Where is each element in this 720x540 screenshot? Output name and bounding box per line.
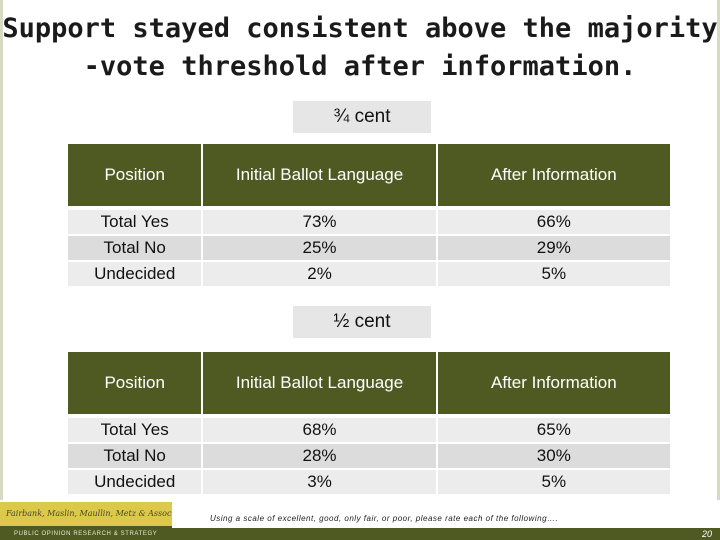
section-label-three-quarter-cent: ¾ cent (293, 101, 431, 133)
logo-tagline: PUBLIC OPINION RESEARCH & STRATEGY (14, 531, 158, 537)
table-row: Undecided 2% 5% (68, 260, 670, 286)
table-header-row: Position Initial Ballot Language After I… (68, 144, 670, 206)
header-initial-ballot-language: Initial Ballot Language (203, 144, 438, 206)
footnote: Using a scale of excellent, good, only f… (210, 514, 559, 523)
header-position: Position (68, 144, 204, 206)
header-initial-ballot-language: Initial Ballot Language (203, 352, 438, 414)
section-label-half-cent: ½ cent (293, 306, 431, 338)
row-label: Undecided (68, 260, 204, 286)
after-value: 5% (437, 260, 670, 286)
after-value: 30% (437, 442, 670, 468)
slide-title-line-1: Support stayed consistent above the majo… (2, 13, 718, 44)
row-label: Total No (68, 234, 204, 260)
row-label: Undecided (68, 468, 204, 494)
table-row: Undecided 3% 5% (68, 468, 670, 494)
row-label: Total Yes (68, 206, 204, 234)
table-header-row: Position Initial Ballot Language After I… (68, 352, 670, 414)
table-row: Total Yes 68% 65% (68, 414, 670, 442)
after-value: 65% (437, 414, 670, 442)
header-position: Position (68, 352, 204, 414)
logo-name: Fairbank, Maslin, Maullin, Metz & Associ… (0, 502, 172, 526)
page-number: 20 (701, 529, 712, 539)
table-row: Total No 25% 29% (68, 234, 670, 260)
table-row: Total No 28% 30% (68, 442, 670, 468)
results-table-half-cent: Position Initial Ballot Language After I… (68, 352, 670, 494)
slide-title: Support stayed consistent above the majo… (0, 10, 720, 86)
after-value: 29% (437, 234, 670, 260)
after-value: 66% (437, 206, 670, 234)
header-after-information: After Information (437, 144, 670, 206)
after-value: 5% (437, 468, 670, 494)
slide-title-line-2: -vote threshold after information. (83, 51, 637, 82)
row-label: Total No (68, 442, 204, 468)
initial-value: 3% (203, 468, 438, 494)
initial-value: 25% (203, 234, 438, 260)
initial-value: 68% (203, 414, 438, 442)
footer-bar (172, 528, 720, 540)
initial-value: 28% (203, 442, 438, 468)
initial-value: 2% (203, 260, 438, 286)
results-table-three-quarter-cent: Position Initial Ballot Language After I… (68, 144, 670, 286)
left-frame-border (0, 0, 3, 500)
company-logo: Fairbank, Maslin, Maullin, Metz & Associ… (0, 502, 172, 540)
initial-value: 73% (203, 206, 438, 234)
table-row: Total Yes 73% 66% (68, 206, 670, 234)
header-after-information: After Information (437, 352, 670, 414)
right-frame-border (717, 0, 720, 500)
row-label: Total Yes (68, 414, 204, 442)
